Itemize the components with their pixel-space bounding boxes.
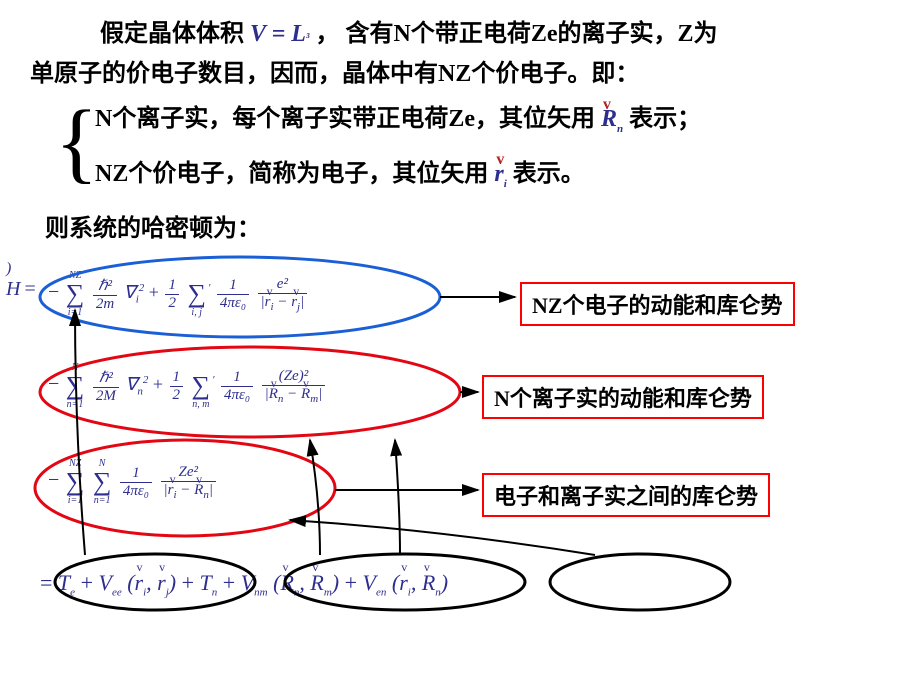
Ven-sub: en <box>376 586 386 598</box>
intro-line2: 单原子的价电子数目，因而，晶体中有NZ个价电子。即： <box>30 55 900 93</box>
nabla-i: ∇ <box>124 282 136 302</box>
then-text: 则系统的哈密顿为： <box>45 210 261 248</box>
case2-text-b: 表示。 <box>513 161 585 187</box>
case2-text-a: NZ个价电子，简称为电子，其位矢用 <box>95 161 494 187</box>
intro-paragraph: 假定晶体体积 V = L³ ， 含有N个带正电荷Ze的离子实，Z为 <box>100 15 900 53</box>
4pe3: 4πε₀ <box>120 483 152 500</box>
4pe1: 4πε₀ <box>217 295 249 312</box>
half2d: 2 <box>170 387 184 404</box>
4pe2: 4πε₀ <box>221 387 253 404</box>
vector-ri: v ri <box>494 161 512 187</box>
Tn: T <box>200 570 212 595</box>
vee-ri-sub: i <box>143 586 146 598</box>
half1n: 1 <box>165 277 179 295</box>
ham-line2: − N∑n=1 ℏ²2M ∇n2 + 12 ∑n, m′ 14πε₀ (Ze)²… <box>48 362 327 410</box>
Vee-sub: ee <box>112 586 122 598</box>
vec-r-sub: i <box>504 178 507 190</box>
Vnm-sub: nm <box>254 586 267 598</box>
brace-left: { <box>55 98 98 188</box>
H-symbol: H <box>6 278 20 300</box>
hbar1: ℏ² <box>93 276 117 296</box>
intro-line1a: 假定晶体体积 <box>100 21 250 47</box>
case1-text-b: 表示； <box>629 106 701 132</box>
ham-line3: − NZ∑i=1 N∑n=1 14πε₀ Ze² |vri − vRn| <box>48 458 218 506</box>
sum6-bot: n=1 <box>93 495 112 506</box>
ven-Rn-sub: n <box>435 586 441 598</box>
vnm-Rm-sub: m <box>324 586 332 598</box>
half1d: 2 <box>165 295 179 312</box>
half2n: 1 <box>170 369 184 387</box>
ven-ri-sub: i <box>408 586 411 598</box>
label-ion-ke-pe: N个离子实的动能和库仑势 <box>482 375 764 419</box>
2M: 2M <box>93 388 119 405</box>
case-line2: NZ个价电子，简称为电子，其位矢用 v ri 表示。 <box>95 155 585 193</box>
e2: e² <box>258 276 308 294</box>
Ven: V <box>363 570 376 595</box>
arrow-Ven-up <box>290 520 595 555</box>
arrow-Vnm-up <box>395 440 400 554</box>
arrow-Te-up <box>75 310 85 555</box>
sum4-bot: n, m <box>192 399 211 410</box>
one1: 1 <box>217 277 249 295</box>
intro-line1b: ， 含有N个带正电荷Ze的离子实，Z为 <box>316 21 718 47</box>
vnm-Rn-sub: n <box>294 586 300 598</box>
case-line1: N个离子实，每个离子实带正电荷Ze，其位矢用 v Rn 表示； <box>95 100 701 138</box>
hbar2b: ℏ² <box>93 368 119 388</box>
vee-rj-sub: j <box>166 586 169 598</box>
hamiltonian-label: ) H = <box>6 260 36 301</box>
Te: T <box>58 570 70 595</box>
Vee: V <box>98 570 111 595</box>
sum1-bot: i=1 <box>66 307 85 318</box>
ham-line1: − NZ∑i=1 ℏ²2m ∇i2 + 12 ∑i, j′ 14πε₀ e² |… <box>48 270 309 318</box>
label-electron-ion-pe: 电子和离子实之间的库仑势 <box>482 473 770 517</box>
sum3-bot: n=1 <box>66 399 85 410</box>
2m: 2m <box>93 296 117 313</box>
sum5-bot: i=1 <box>66 495 85 506</box>
prime1: ′ <box>208 282 210 294</box>
sum2-bot: i, j <box>187 307 206 318</box>
case1-text-a: N个离子实，每个离子实带正电荷Ze，其位矢用 <box>95 106 601 132</box>
vec-R-sub: n <box>617 123 623 135</box>
one3: 1 <box>120 465 152 483</box>
Te-sub: e <box>70 586 75 598</box>
vector-Rn: v Rn <box>601 106 629 132</box>
volume-formula: V = L³ <box>250 21 310 47</box>
ham-summary: = Te + Vee (vri, vrj) + Tn + Vnm (vRn, v… <box>40 570 448 598</box>
one2: 1 <box>221 369 253 387</box>
prime2: ′ <box>212 374 214 386</box>
nabla-n: ∇ <box>125 374 137 394</box>
Vnm: V <box>241 570 254 595</box>
Tn-sub: n <box>212 586 218 598</box>
label-electron-ke-pe: NZ个电子的动能和库仑势 <box>520 282 795 326</box>
arrow-Tn-up <box>310 440 320 555</box>
ellipse-term-en <box>550 554 730 610</box>
